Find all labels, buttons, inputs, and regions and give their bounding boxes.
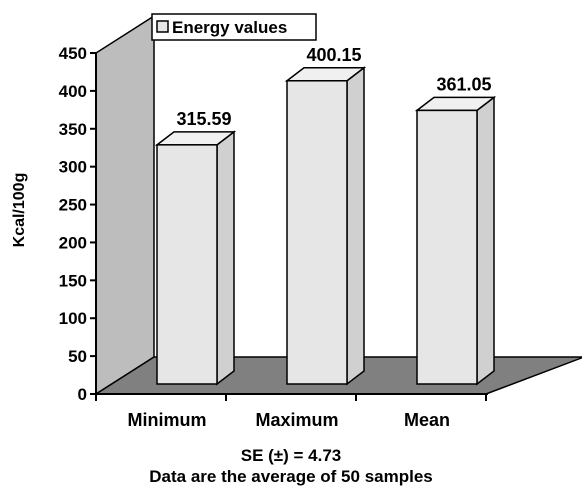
x-tick-label: Maximum bbox=[255, 410, 338, 430]
samples-note: Data are the average of 50 samples bbox=[149, 467, 433, 486]
bars: 315.59 400.15 361.05 bbox=[154, 45, 497, 386]
y-tick-label: 450 bbox=[59, 44, 87, 63]
y-tick-label: 200 bbox=[59, 233, 87, 252]
y-axis-label: Kcal/100g bbox=[11, 173, 28, 248]
y-tick-label: 350 bbox=[59, 120, 87, 139]
y-tick-label: 400 bbox=[59, 82, 87, 101]
bar-side bbox=[476, 95, 495, 386]
y-tick-label: 50 bbox=[68, 347, 87, 366]
legend-box bbox=[151, 13, 317, 41]
bar-value-label: 361.05 bbox=[436, 74, 491, 94]
bar: 361.05 bbox=[414, 74, 497, 386]
bar-side bbox=[216, 130, 235, 386]
bar: 400.15 bbox=[284, 45, 367, 386]
bar-front bbox=[416, 109, 478, 385]
bar-front bbox=[156, 144, 218, 385]
y-tick-label: 150 bbox=[59, 271, 87, 290]
bar-side bbox=[346, 66, 365, 386]
legend-label: Energy values bbox=[172, 18, 287, 37]
bar-front bbox=[286, 80, 348, 385]
y-tick-label: 250 bbox=[59, 196, 87, 215]
bar-value-label: 315.59 bbox=[176, 109, 231, 129]
se-note: SE (±) = 4.73 bbox=[240, 446, 342, 465]
x-tick-label: Mean bbox=[404, 410, 450, 430]
bar: 315.59 bbox=[154, 109, 237, 386]
y-tick-label: 300 bbox=[59, 158, 87, 177]
legend-swatch bbox=[156, 20, 169, 33]
back-wall bbox=[95, 14, 155, 396]
legend: Energy values bbox=[151, 13, 317, 41]
x-tick-label: Minimum bbox=[128, 410, 207, 430]
y-tick-label: 0 bbox=[78, 385, 87, 404]
y-axis: 0 50 100 150 200 250 300 350 400 450 bbox=[59, 44, 97, 404]
y-tick-label: 100 bbox=[59, 309, 87, 328]
bar-value-label: 400.15 bbox=[306, 45, 361, 65]
x-axis: Minimum Maximum Mean bbox=[95, 393, 488, 430]
